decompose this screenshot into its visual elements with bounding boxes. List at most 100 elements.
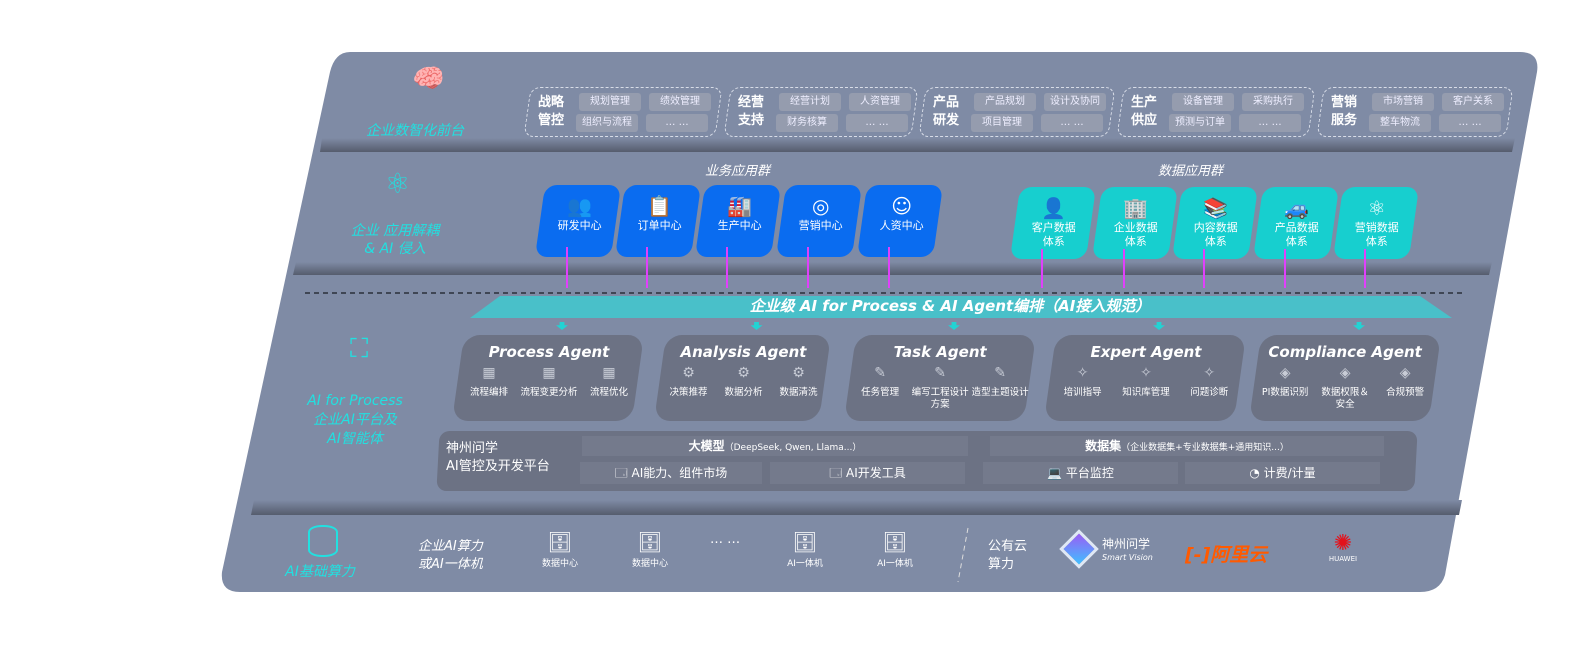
capability-label: 数据分析: [724, 387, 763, 398]
agent-capability[interactable]: ▦ 流程优化: [579, 365, 638, 399]
data-app-card[interactable]: 👤 客户数据 体系: [1009, 187, 1097, 259]
card-label: 产品数据 体系: [1274, 221, 1319, 248]
front-chip[interactable]: … …: [1239, 114, 1301, 132]
front-chip[interactable]: 财务核算: [776, 114, 838, 132]
front-chip[interactable]: 设备管理: [1172, 93, 1234, 111]
front-chip[interactable]: 整车物流: [1369, 114, 1431, 132]
llm-note: （DeepSeek, Qwen, Llama...）: [724, 443, 862, 453]
capability-label: 数据清洗: [779, 387, 818, 398]
front-chip[interactable]: … …: [846, 114, 908, 132]
agent-card[interactable]: Expert Agent ✧ 培训指导 ✧ 知识库管理 ✧ 问题诊断: [1043, 335, 1247, 421]
vendor-name: 阿里云: [1210, 544, 1268, 566]
agent-capabilities: ⚙ 决策推荐 ⚙ 数据分析 ⚙ 数据清洗: [661, 365, 826, 399]
front-chip[interactable]: 产品规划: [974, 93, 1036, 111]
tool-component-market[interactable]: 🗔 AI能力、组件市场: [580, 462, 762, 484]
tool-billing[interactable]: ◔ 计费/计量: [1185, 462, 1380, 484]
front-chip[interactable]: 组织与流程: [576, 114, 638, 132]
group-title: 产品 研发: [933, 95, 960, 128]
capability-label: 培训指导: [1063, 387, 1102, 398]
agent-title: Analysis Agent: [680, 343, 807, 361]
vendor-smart-vision: 神州问学 Smart Vision: [1102, 538, 1153, 564]
agent-capability[interactable]: ▦ 流程编排: [459, 365, 518, 399]
tool-label: 平台监控: [1065, 466, 1114, 480]
business-app-card[interactable]: ☺ 人资中心: [856, 185, 944, 257]
agent-card[interactable]: Analysis Agent ⚙ 决策推荐 ⚙ 数据分析 ⚙ 数据清洗: [653, 335, 832, 421]
card-inner: 📚 内容数据 体系: [1178, 187, 1254, 249]
agent-inner: Task Agent ✎ 任务管理 ✎ 编写工程设计方案 ✎ 造型主题设计: [850, 343, 1030, 411]
vendor-huawei: ✺ HUAWEI: [1325, 533, 1361, 564]
server-icon: 🗄: [792, 530, 818, 554]
agent-capability[interactable]: ✧ 培训指导: [1051, 365, 1114, 399]
data-app-card[interactable]: 🚙 产品数据 体系: [1252, 187, 1340, 259]
card-label: 内容数据 体系: [1193, 221, 1238, 248]
connector-arrow: [1284, 249, 1286, 288]
front-chip[interactable]: 设计及协同: [1044, 93, 1106, 111]
server-label: AI一体机: [877, 559, 913, 569]
market-icon: 🗔: [614, 466, 632, 480]
vendor-sub: Smart Vision: [1102, 553, 1153, 562]
agent-card[interactable]: Compliance Agent ◈ PI数据识别 ◈ 数据权限＆ 安全 ◈ 合规预警: [1248, 335, 1442, 421]
server-item: 🗄 数据中心: [530, 530, 590, 569]
agent-capability[interactable]: ✧ 问题诊断: [1178, 365, 1241, 399]
front-chip[interactable]: 规划管理: [579, 93, 641, 111]
front-chip[interactable]: 经营计划: [779, 93, 841, 111]
dataset-label: 数据集: [1085, 439, 1122, 453]
front-chip[interactable]: 绩效管理: [649, 93, 711, 111]
group-title: 经营 支持: [738, 95, 765, 128]
car-icon: 🚙: [1284, 196, 1310, 220]
card-inner: ☺ 人资中心: [864, 185, 940, 233]
front-chip[interactable]: 采购执行: [1242, 93, 1304, 111]
tier-label-front: 企业数智化前台: [366, 123, 464, 139]
front-chip[interactable]: 人资管理: [849, 93, 911, 111]
connector-arrow: [888, 247, 890, 288]
front-chip[interactable]: 市场营销: [1372, 93, 1434, 111]
card-inner: ◎ 营销中心: [783, 185, 859, 233]
business-app-card[interactable]: 👥 研发中心: [534, 185, 622, 257]
agent-capability[interactable]: ◈ PI数据识别: [1255, 365, 1314, 411]
front-chip[interactable]: … …: [1041, 114, 1103, 132]
business-app-card[interactable]: 📋 订单中心: [614, 185, 702, 257]
agent-capability[interactable]: ✎ 造型主题设计: [970, 365, 1029, 411]
scan-user-icon: ⛶: [350, 334, 369, 364]
person-icon: ☺: [891, 194, 913, 218]
front-chip[interactable]: … …: [1439, 114, 1501, 132]
agent-card[interactable]: Task Agent ✎ 任务管理 ✎ 编写工程设计方案 ✎ 造型主题设计: [843, 335, 1037, 421]
agent-capability[interactable]: ✧ 知识库管理: [1115, 365, 1178, 399]
card-label: 研发中心: [557, 219, 602, 232]
card-label: 生产中心: [717, 219, 762, 232]
capability-icon: ✎: [994, 365, 1006, 381]
capability-label: 流程变更分析: [520, 387, 578, 398]
capability-icon: ◈: [1399, 365, 1411, 381]
agent-capability[interactable]: ◈ 数据权限＆ 安全: [1315, 365, 1374, 411]
agent-title: Task Agent: [893, 343, 987, 361]
down-arrow-icon: [1353, 322, 1365, 330]
front-chip[interactable]: … …: [646, 114, 708, 132]
business-app-card[interactable]: ◎ 营销中心: [775, 185, 863, 257]
front-chip[interactable]: 项目管理: [971, 114, 1033, 132]
agent-capability[interactable]: ◈ 合规预警: [1375, 365, 1434, 411]
tier-label-compute: AI基础算力: [285, 564, 355, 580]
business-app-card[interactable]: 🏭 生产中心: [694, 185, 782, 257]
data-app-card[interactable]: 📚 内容数据 体系: [1171, 187, 1259, 259]
agent-capability[interactable]: ⚙ 决策推荐: [661, 365, 715, 399]
tool-monitor[interactable]: 💻 平台监控: [983, 462, 1178, 484]
agent-capability[interactable]: ✎ 任务管理: [850, 365, 909, 411]
agent-capability[interactable]: ✎ 编写工程设计方案: [910, 365, 969, 411]
banner-bg: [470, 296, 1452, 318]
agent-card[interactable]: Process Agent ▦ 流程编排 ▦ 流程变更分析 ▦ 流程优化: [451, 335, 645, 421]
tier-label-ai: AI for Process 企业AI平台及 AI智能体: [307, 393, 403, 447]
front-chip[interactable]: 客户关系: [1442, 93, 1504, 111]
agent-capability[interactable]: ⚙ 数据清洗: [771, 365, 825, 399]
card-label: 人资中心: [879, 219, 924, 232]
server-icon: 🗄: [882, 530, 908, 554]
down-arrow-icon: [556, 322, 568, 330]
agent-title: Process Agent: [488, 343, 610, 361]
capability-label: 知识库管理: [1122, 387, 1170, 398]
tool-ai-dev[interactable]: 🗔 AI开发工具: [770, 462, 965, 484]
data-app-card[interactable]: 🏢 企业数据 体系: [1091, 187, 1179, 259]
agent-capability[interactable]: ▦ 流程变更分析: [519, 365, 578, 399]
data-app-card[interactable]: ⚛ 营销数据 体系: [1332, 187, 1420, 259]
agent-capability[interactable]: ⚙ 数据分析: [716, 365, 770, 399]
front-chip[interactable]: 预测与订单: [1169, 114, 1231, 132]
business-apps-title: 业务应用群: [705, 164, 771, 179]
